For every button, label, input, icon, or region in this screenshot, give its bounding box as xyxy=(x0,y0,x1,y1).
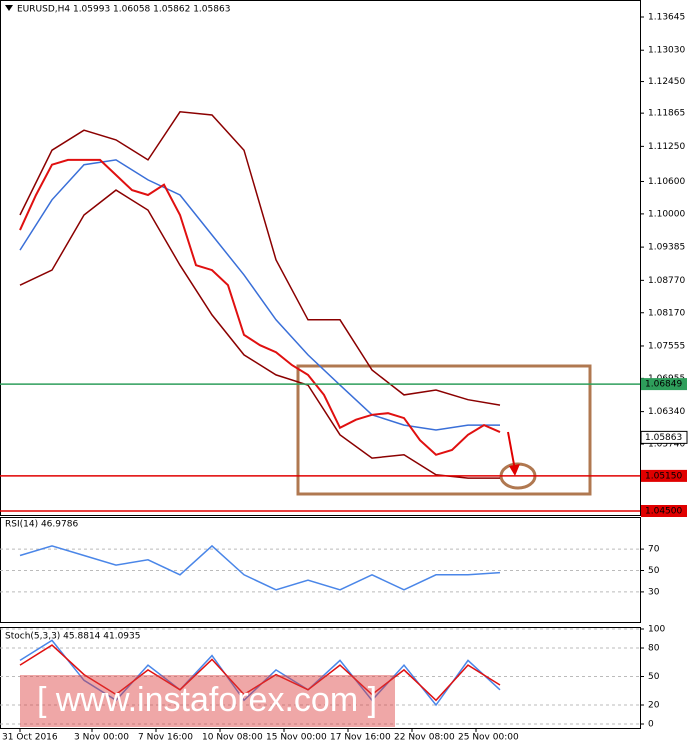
level-label: 1.05150 xyxy=(645,471,682,481)
series-line xyxy=(19,158,501,456)
y-tick-label: 1.13645 xyxy=(648,12,685,22)
series-line xyxy=(19,159,500,431)
x-tick-label: 22 Nov 08:00 xyxy=(394,733,455,743)
y-tick-label: 1.11250 xyxy=(648,142,685,152)
y-tick-label: 1.08170 xyxy=(648,308,685,318)
y-tick-label: 100 xyxy=(648,625,665,635)
x-tick-label: 10 Nov 08:00 xyxy=(202,733,263,743)
y-tick-label: 80 xyxy=(648,644,660,654)
y-tick-label: 70 xyxy=(648,545,660,555)
level-label: 1.04500 xyxy=(645,507,682,517)
watermark: [ www.instaforex.com ] xyxy=(37,681,377,719)
level-label-bg xyxy=(641,378,687,391)
y-tick-label: 1.08770 xyxy=(648,276,685,286)
y-tick-label: 1.06340 xyxy=(648,407,685,417)
menu-icon xyxy=(5,5,13,11)
arrow-head xyxy=(509,464,520,476)
x-tick-label: 25 Nov 00:00 xyxy=(458,733,519,743)
series-line xyxy=(19,189,500,479)
y-tick-label: 1.07555 xyxy=(648,341,685,351)
level-label: 1.06849 xyxy=(645,380,682,390)
last-price-label: 1.05863 xyxy=(645,433,682,443)
x-tick-label: 3 Nov 00:00 xyxy=(74,733,129,743)
y-tick-label: 1.05740 xyxy=(648,440,685,450)
x-tick-label: 15 Nov 00:00 xyxy=(266,733,327,743)
stoch-panel xyxy=(0,627,641,729)
y-tick-label: 50 xyxy=(648,566,660,576)
y-tick-label: 1.11865 xyxy=(648,109,685,119)
last-price-bg xyxy=(640,430,688,444)
y-tick-label: 30 xyxy=(648,587,660,597)
y-tick-label: 50 xyxy=(648,672,660,682)
panel-title: RSI(14) 46.9786 xyxy=(5,520,78,530)
x-tick-label: 17 Nov 16:00 xyxy=(330,733,391,743)
y-tick-label: 1.13030 xyxy=(648,46,685,56)
series-line xyxy=(19,544,501,591)
y-tick-label: 1.09385 xyxy=(648,243,685,253)
level-label-bg xyxy=(641,505,687,518)
panel-title: EURUSD,H4 1.05993 1.06058 1.05862 1.0586… xyxy=(17,5,230,15)
x-tick-label: 7 Nov 16:00 xyxy=(138,733,193,743)
level-label-bg xyxy=(641,469,687,482)
series-line xyxy=(19,644,501,702)
panel-title: Stoch(5,3,3) 45.8814 41.0935 xyxy=(5,632,140,642)
watermark-bg xyxy=(20,675,395,727)
y-tick-label: 1.10600 xyxy=(648,177,685,187)
arrow xyxy=(507,431,516,471)
y-tick-label: 1.10000 xyxy=(648,209,685,219)
y-tick-label: 0 xyxy=(648,720,654,730)
range-box xyxy=(296,364,592,496)
y-tick-label: 20 xyxy=(648,701,660,711)
series-line xyxy=(19,111,501,406)
price-panel xyxy=(0,0,641,516)
y-tick-label: 1.12450 xyxy=(648,77,685,87)
x-tick-label: 31 Oct 2016 xyxy=(2,733,58,743)
